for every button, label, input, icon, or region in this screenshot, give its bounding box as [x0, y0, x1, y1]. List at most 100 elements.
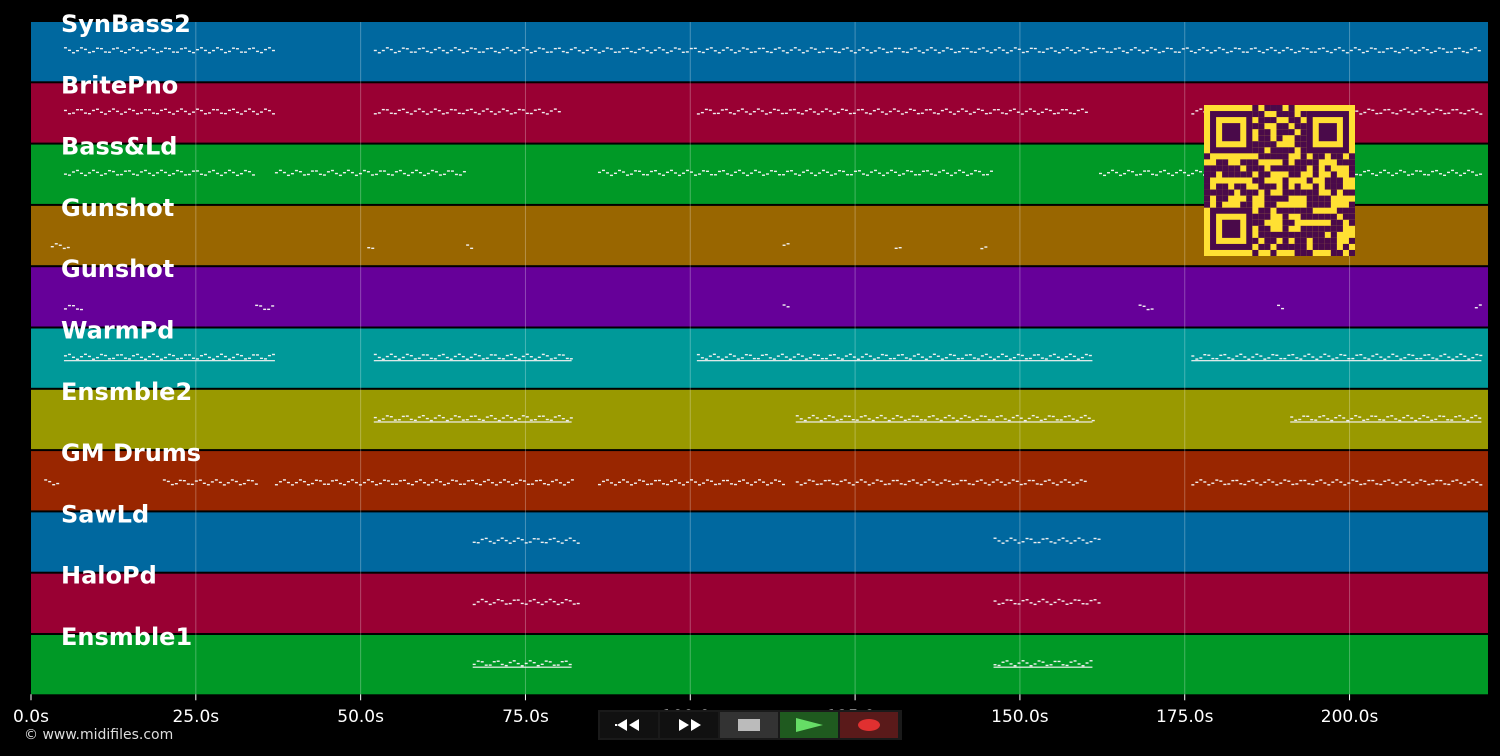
fast-forward-button[interactable] [660, 712, 718, 738]
note [1051, 482, 1055, 484]
note [1275, 484, 1279, 486]
note [894, 247, 898, 250]
note [524, 603, 528, 605]
note [1115, 171, 1119, 174]
note [1407, 481, 1411, 483]
play-button[interactable] [780, 712, 838, 738]
note [781, 50, 785, 52]
note [936, 113, 940, 115]
note [1415, 170, 1419, 172]
note [992, 358, 996, 360]
note [637, 170, 641, 172]
note [577, 49, 581, 52]
note [733, 483, 737, 486]
note [880, 111, 884, 113]
note [562, 484, 566, 486]
note [254, 483, 258, 485]
note [472, 666, 572, 668]
note [1012, 108, 1016, 110]
note [1277, 304, 1281, 307]
note [1000, 353, 1004, 355]
note [472, 541, 476, 543]
note [413, 110, 417, 112]
note [48, 480, 52, 483]
note [509, 417, 513, 419]
note [421, 110, 425, 113]
note [892, 357, 896, 360]
note [893, 47, 897, 50]
note [1281, 49, 1285, 52]
note [1213, 49, 1217, 52]
note [417, 108, 421, 110]
note [925, 49, 929, 51]
note [1167, 172, 1171, 175]
note [847, 482, 851, 484]
note [541, 48, 545, 50]
note [867, 484, 871, 486]
note [625, 174, 629, 176]
note [517, 49, 521, 52]
note [298, 171, 302, 173]
note [127, 170, 131, 172]
note [963, 414, 967, 417]
rewind-button[interactable] [600, 712, 658, 738]
note [537, 415, 541, 418]
note [378, 170, 382, 172]
note [1089, 660, 1093, 662]
record-button[interactable] [840, 712, 898, 738]
note [433, 108, 437, 110]
stop-button[interactable] [720, 712, 778, 738]
note [1147, 170, 1151, 172]
note [215, 355, 219, 358]
note [91, 358, 95, 360]
note [689, 47, 693, 50]
note [1295, 357, 1299, 359]
note [409, 51, 413, 53]
note [1019, 483, 1023, 486]
note [1020, 354, 1024, 357]
note [1127, 169, 1131, 172]
note [219, 174, 223, 177]
note [876, 357, 880, 359]
note [239, 51, 243, 53]
note [1271, 481, 1275, 483]
note [1045, 664, 1049, 667]
note [843, 415, 847, 417]
note [95, 356, 99, 359]
note [757, 47, 761, 50]
note [1195, 481, 1199, 484]
note [1471, 357, 1475, 359]
note [79, 109, 83, 111]
note [449, 49, 453, 52]
note [786, 306, 790, 308]
note [789, 49, 793, 51]
note [665, 52, 669, 54]
note [1399, 481, 1403, 483]
note [1053, 542, 1057, 544]
note [1187, 174, 1191, 177]
note [955, 419, 959, 422]
note [805, 50, 809, 52]
note [828, 110, 832, 112]
note [1314, 419, 1318, 421]
note [506, 481, 510, 483]
note [744, 353, 748, 356]
note [497, 419, 501, 422]
note [786, 243, 790, 245]
note [473, 415, 477, 417]
note [207, 112, 211, 114]
note [545, 355, 549, 357]
copyright-text: © www.midifiles.com [24, 727, 174, 743]
note [215, 172, 219, 175]
note [446, 170, 450, 172]
note [665, 483, 669, 486]
note [919, 484, 923, 486]
note [461, 355, 465, 358]
note [815, 483, 819, 486]
note [421, 47, 425, 49]
note [186, 483, 190, 485]
note [851, 419, 855, 421]
note [512, 599, 516, 601]
note [673, 172, 677, 174]
note [231, 171, 235, 174]
